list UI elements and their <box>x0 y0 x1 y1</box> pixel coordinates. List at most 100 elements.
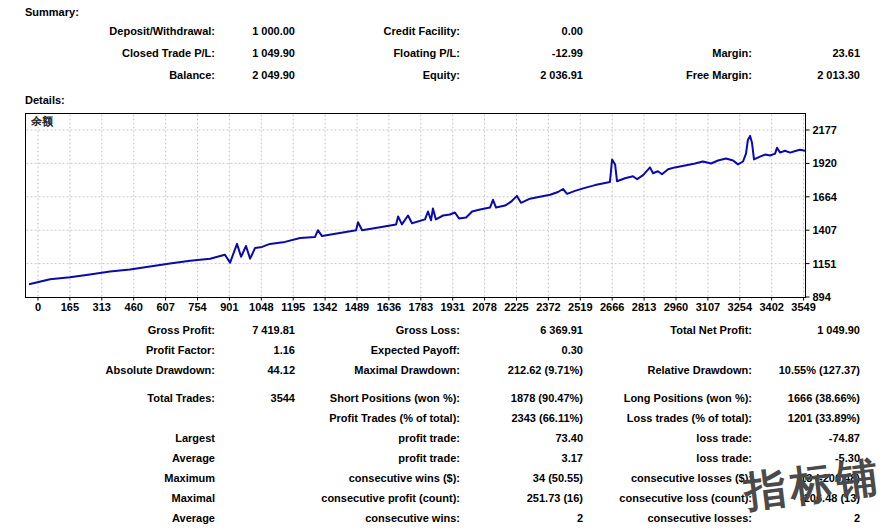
x-axis-label: 0 <box>35 301 41 313</box>
stat-label: Margin: <box>583 47 752 59</box>
stat-label: Balance: <box>0 69 215 81</box>
y-axis-label: 1664 <box>813 191 838 203</box>
x-axis-label: 2666 <box>600 301 624 313</box>
stat-value: 0.30 <box>460 344 583 356</box>
mt4-statement-report: Summary: Deposit/Withdrawal:1 000.00Cred… <box>0 0 894 530</box>
x-axis-label: 901 <box>220 301 238 313</box>
stat-value: 1 049.90 <box>215 47 295 59</box>
x-axis-label: 2078 <box>472 301 496 313</box>
stats-group-trades: Total Trades:3544Short Positions (won %)… <box>0 388 894 428</box>
x-axis-label: 1342 <box>313 301 337 313</box>
stat-row: Gross Profit:7 419.81Gross Loss:6 369.91… <box>0 320 894 340</box>
stat-label: Profit Factor: <box>0 344 215 356</box>
stat-label: Free Margin: <box>583 69 752 81</box>
x-axis-label: 313 <box>93 301 111 313</box>
stat-value: 1 049.90 <box>752 324 860 336</box>
stat-row: Deposit/Withdrawal:1 000.00Credit Facili… <box>0 20 894 42</box>
stat-label: Equity: <box>295 69 460 81</box>
stat-row: Closed Trade P/L:1 049.90Floating P/L:-1… <box>0 42 894 64</box>
stat-value: 7 419.81 <box>215 324 295 336</box>
summary-rows: Deposit/Withdrawal:1 000.00Credit Facili… <box>0 20 894 86</box>
stat-value: 1201 (33.89%) <box>752 412 860 424</box>
stat-row: Balance:2 049.90Equity:2 036.91Free Marg… <box>0 64 894 86</box>
x-axis-label: 165 <box>61 301 79 313</box>
stat-row: Absolute Drawdown:44.12Maximal Drawdown:… <box>0 360 894 380</box>
stat-label: Maximal Drawdown: <box>295 364 460 376</box>
stat-label: profit trade: <box>295 432 460 444</box>
x-axis-label: 1931 <box>440 301 464 313</box>
stat-label: consecutive losses ($): <box>583 472 752 484</box>
x-axis-label: 1195 <box>281 301 305 313</box>
stat-label: consecutive profit (count): <box>295 492 460 504</box>
stat-value: 34 (50.55) <box>460 472 583 484</box>
y-axis-label: 1920 <box>813 157 837 169</box>
stat-value: 0.00 <box>460 25 583 37</box>
stat-value: 10.55% (127.37) <box>752 364 860 376</box>
x-axis-label: 460 <box>125 301 143 313</box>
x-axis-label: 1048 <box>249 301 273 313</box>
stat-label: profit trade: <box>295 452 460 464</box>
summary-heading: Summary: <box>25 6 79 18</box>
x-axis-label: 1783 <box>409 301 433 313</box>
stat-row: Profit Trades (% of total):2343 (66.11%)… <box>0 408 894 428</box>
x-axis-label: 2225 <box>504 301 528 313</box>
stat-value: 212.62 (9.71%) <box>460 364 583 376</box>
x-axis-label: 3107 <box>696 301 720 313</box>
balance-chart: 0 165 313 460 607 754 901 1048 1195 1342 1489 1636 1… <box>0 110 894 316</box>
stat-label: Maximal <box>0 492 215 504</box>
stat-label: consecutive losses: <box>583 512 752 524</box>
stat-value: -12.99 <box>460 47 583 59</box>
stat-row: Total Trades:3544Short Positions (won %)… <box>0 388 894 408</box>
stat-label: Largest <box>0 432 215 444</box>
stat-row: Averageprofit trade:3.17loss trade:-5.30 <box>0 448 894 468</box>
stat-value: 2343 (66.11%) <box>460 412 583 424</box>
y-axis-label: 894 <box>813 291 832 303</box>
stat-value: 2 049.90 <box>215 69 295 81</box>
chart-legend-label: 余额 <box>30 115 54 128</box>
x-axis-label: 2372 <box>536 301 560 313</box>
stat-label: loss trade: <box>583 432 752 444</box>
stat-label: consecutive loss (count): <box>583 492 752 504</box>
stat-value: 3.17 <box>460 452 583 464</box>
stat-value: 3544 <box>215 392 295 404</box>
stat-value: 73.40 <box>460 432 583 444</box>
stat-label: Average <box>0 452 215 464</box>
stat-value: 1878 (90.47%) <box>460 392 583 404</box>
stat-label: Long Positions (won %): <box>583 392 752 404</box>
stat-value: 2 013.30 <box>752 69 860 81</box>
stat-value: -74.87 <box>752 432 860 444</box>
stat-label: Profit Trades (% of total): <box>295 412 460 424</box>
x-axis-label: 607 <box>156 301 174 313</box>
stat-row: Largest profit trade:73.40loss trade:-74.… <box>0 428 894 448</box>
stat-value: 251.73 (16) <box>460 492 583 504</box>
stat-label: Relative Drawdown: <box>583 364 752 376</box>
x-axis-label: 2960 <box>664 301 688 313</box>
stat-label: Credit Facility: <box>295 25 460 37</box>
chart-frame <box>26 114 806 298</box>
y-axis-label: 2177 <box>813 124 837 136</box>
y-axis-label: 1151 <box>813 258 837 270</box>
x-axis-label: 3402 <box>759 301 783 313</box>
stat-label: Short Positions (won %): <box>295 392 460 404</box>
y-axis-label: 1407 <box>813 224 837 236</box>
x-axis-label: 1636 <box>377 301 401 313</box>
stat-value: 1 000.00 <box>215 25 295 37</box>
x-axis-label: 2813 <box>632 301 656 313</box>
x-axis-label: 2519 <box>568 301 592 313</box>
stat-label: Total Trades: <box>0 392 215 404</box>
stat-label: Expected Payoff: <box>295 344 460 356</box>
stats-group-profit: Gross Profit:7 419.81Gross Loss:6 369.91… <box>0 320 894 380</box>
stat-label: Gross Profit: <box>0 324 215 336</box>
stat-value: 23.61 <box>752 47 860 59</box>
stat-label: Absolute Drawdown: <box>0 364 215 376</box>
stat-label: consecutive wins: <box>295 512 460 524</box>
stat-value: 2 <box>460 512 583 524</box>
stat-label: Average <box>0 512 215 524</box>
stat-label: Total Net Profit: <box>583 324 752 336</box>
stat-row: Profit Factor:1.16Expected Payoff:0.30 <box>0 340 894 360</box>
x-axis-label: 754 <box>188 301 207 313</box>
stat-label: Deposit/Withdrawal: <box>0 25 215 37</box>
stat-label: Gross Loss: <box>295 324 460 336</box>
x-axis-label: 1489 <box>345 301 369 313</box>
stat-value: 6 369.91 <box>460 324 583 336</box>
